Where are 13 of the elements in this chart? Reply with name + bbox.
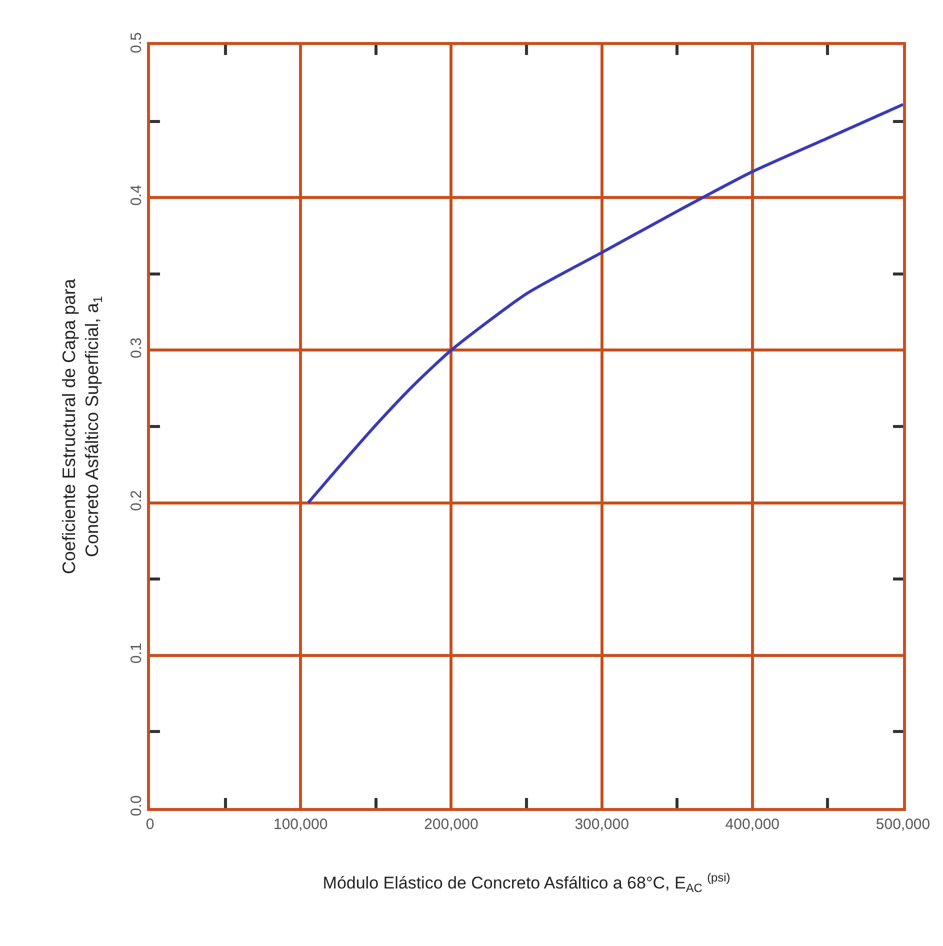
y-tick-label: 0.3 — [128, 338, 145, 358]
x-tick-label: 200,000 — [424, 816, 478, 833]
y-tick-label: 0.5 — [128, 32, 145, 54]
y-tick-label: 0.4 — [128, 184, 145, 206]
x-tick-label: 100,000 — [273, 816, 328, 833]
y-tick-label: 0.2 — [128, 490, 145, 511]
line-series — [306, 103, 903, 504]
x-tick-label: 300,000 — [574, 816, 629, 833]
y-tick-label: 0.0 — [128, 795, 145, 816]
x-tick-label: 500,000 — [876, 816, 930, 833]
y-tick-label: 0.1 — [128, 642, 145, 664]
x-tick-label: 400,000 — [725, 816, 780, 833]
x-tick-label: 0 — [146, 816, 154, 833]
